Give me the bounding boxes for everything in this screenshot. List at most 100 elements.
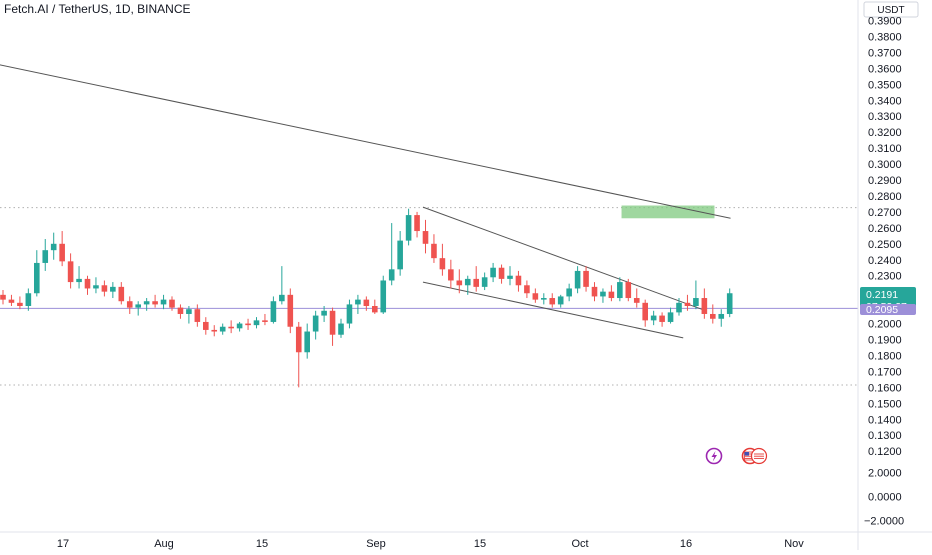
price-tick-label: 0.1700 <box>868 366 902 378</box>
candle-body <box>287 294 294 327</box>
candle <box>701 288 708 319</box>
lightning-icon[interactable] <box>705 447 723 465</box>
candle <box>633 288 640 308</box>
candle-body <box>498 267 505 279</box>
candle-body <box>473 278 479 287</box>
candle <box>67 253 74 289</box>
trendline-1[interactable] <box>422 206 707 312</box>
current-price-value: 0.2191 <box>866 289 898 301</box>
candle <box>414 211 420 238</box>
candle <box>262 313 268 326</box>
candle <box>710 304 716 324</box>
price-tick-label: 0.2700 <box>868 207 902 219</box>
candle <box>194 304 201 327</box>
candle-body <box>262 320 268 322</box>
candle <box>591 282 598 302</box>
trendline-2[interactable] <box>422 281 684 339</box>
candle <box>143 298 150 311</box>
candle <box>76 266 82 289</box>
candle-body <box>650 315 657 321</box>
candle <box>321 306 327 322</box>
candle <box>439 243 446 276</box>
candle <box>498 264 505 284</box>
candle-body <box>388 269 395 281</box>
candle-body <box>617 282 623 299</box>
candle <box>600 288 606 303</box>
candle <box>59 231 65 267</box>
candle <box>380 275 387 314</box>
price-tick-label: 0.2400 <box>868 255 902 267</box>
candle <box>186 306 192 324</box>
time-tick-label: Nov <box>784 538 804 550</box>
time-tick-label: 16 <box>680 538 692 550</box>
candle <box>515 270 522 292</box>
price-axis-ticks: 0.3900 0.3800 0.3700 0.3600 0.3500 0.3400 0.33… <box>864 16 904 528</box>
candle <box>507 266 513 286</box>
candle-body <box>0 294 6 300</box>
candle <box>219 323 226 335</box>
zone-rect[interactable] <box>621 205 715 219</box>
candle-body <box>355 299 361 305</box>
price-tick-label: 0.1600 <box>868 382 902 394</box>
candle <box>118 282 125 305</box>
candle <box>617 277 623 302</box>
candle-body <box>211 329 218 332</box>
time-tick-label: Sep <box>366 538 386 550</box>
currency-selector[interactable]: USDT <box>863 1 919 18</box>
candle <box>50 232 57 260</box>
candle <box>169 296 175 311</box>
indicator-tick-label: 2.0000 <box>868 468 902 480</box>
candle <box>372 299 378 314</box>
candle-body <box>76 278 82 283</box>
time-tick-label: 15 <box>474 538 486 550</box>
candle <box>456 269 463 294</box>
candle <box>726 288 733 318</box>
candle <box>642 299 648 327</box>
candle <box>211 325 218 337</box>
price-tick-label: 0.1900 <box>868 335 902 347</box>
candle <box>448 259 454 289</box>
candle-body <box>557 296 564 305</box>
candle <box>431 234 437 263</box>
candle-body <box>169 299 175 308</box>
candle <box>236 321 243 332</box>
price-tick-label: 0.3600 <box>868 63 902 75</box>
candle-body <box>25 293 32 307</box>
candle <box>160 294 167 310</box>
candle-body <box>17 302 23 307</box>
candle-body <box>659 315 665 322</box>
candle-body <box>110 286 116 292</box>
flag-icon-secondary[interactable] <box>750 447 768 465</box>
candle-body <box>118 286 125 302</box>
candle-body <box>507 275 513 279</box>
time-tick-label: 15 <box>256 538 268 550</box>
price-tick-label: 0.1200 <box>868 446 902 458</box>
candle <box>126 296 133 314</box>
candle-body <box>338 323 344 335</box>
candle-body <box>219 326 226 332</box>
candle <box>549 293 556 308</box>
candle <box>25 288 32 311</box>
price-tick-label: 0.2800 <box>868 191 902 203</box>
dotted-levels <box>0 207 858 386</box>
trendline-0[interactable] <box>0 40 731 219</box>
candle-body <box>236 323 243 329</box>
candle <box>338 318 344 338</box>
candle-body <box>372 306 378 313</box>
candle <box>676 298 682 316</box>
chart-title: Fetch.AI / TetherUS, 1D, BINANCE <box>4 2 191 16</box>
candle-body <box>186 309 192 314</box>
candle <box>473 266 479 292</box>
candle <box>203 317 209 335</box>
candle <box>245 318 251 330</box>
candle-body <box>126 301 133 308</box>
trendlines[interactable] <box>0 40 731 339</box>
candle-body <box>490 267 496 278</box>
candle <box>0 290 6 305</box>
candle <box>355 294 361 314</box>
candle-body <box>143 301 150 305</box>
candle-body <box>329 310 336 335</box>
price-tick-label: 0.2000 <box>868 319 902 331</box>
